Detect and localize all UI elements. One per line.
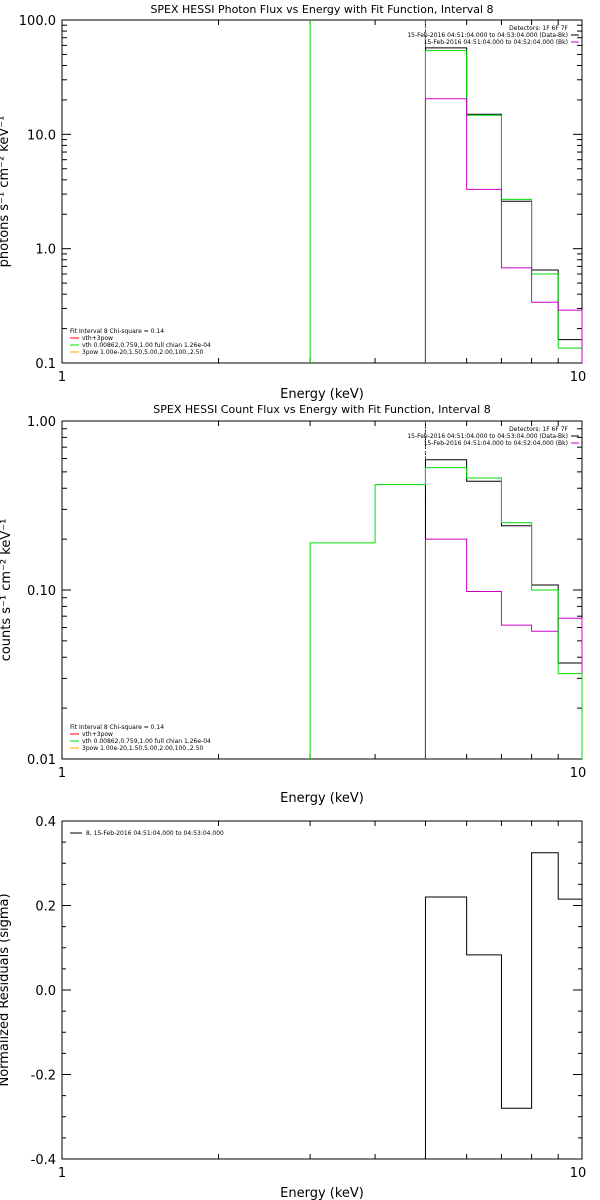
- y-tick-label: 0.4: [35, 815, 56, 830]
- legend-entry: 15-Feb-2016 04:51:04.000 to 04:52:04.000…: [424, 440, 568, 447]
- legend-entry: 3pow 1.00e-20,1.50,5.00,2.00,100.,2.50: [82, 745, 203, 752]
- series-1-line: [424, 47, 583, 363]
- x-tick-label: 1: [58, 370, 66, 385]
- y-tick-label: 0.10: [27, 584, 56, 599]
- y-tick-label: 1.0: [35, 243, 56, 258]
- x-tick-label: 10: [570, 370, 587, 385]
- chart-panel-3: 1 10 Energy (keV) -0.4 -0.2 0.0 0.2 0.4 Normaliz…: [0, 815, 586, 1200]
- y-tick-label: -0.4: [31, 1153, 56, 1168]
- series-2-line: [424, 50, 583, 363]
- legend-entry: 3pow 1.00e-20,1.50,5.00,2.00,100.,2.50: [82, 349, 203, 356]
- x-tick-label: 1: [58, 1166, 66, 1181]
- legend-entry: vth 0.00862,0.759,1.00 full chian 1.26e-…: [82, 738, 211, 745]
- y-axis-label: Normalized Residuals (sigma): [0, 893, 12, 1086]
- legend-entry: vth+3pow: [82, 731, 113, 738]
- y-tick-label: 10.0: [27, 128, 56, 143]
- legend-entry: 8, 15-Feb-2016 04:51:04.000 to 04:53:04.…: [86, 830, 224, 837]
- series-1-line: [424, 459, 583, 759]
- y-tick-label: 1.00: [27, 415, 56, 430]
- chart-title: SPEX HESSI Photon Flux vs Energy with Fi…: [150, 3, 493, 16]
- plot-frame: [61, 19, 583, 364]
- legend-header: Fit Interval 8 Chi-square = 0.14: [70, 724, 164, 731]
- plot-frame: [61, 420, 583, 760]
- x-axis-label: Energy (keV): [280, 1186, 364, 1200]
- legend-header: Fit Interval 8 Chi-square = 0.14: [70, 328, 164, 335]
- y-tick-label: 0.1: [35, 357, 56, 372]
- legend-entry: 15-Feb-2016 04:51:04.000 to 04:53:04.000…: [407, 32, 568, 39]
- x-tick-label: 1: [58, 766, 66, 781]
- legend-entry: 15-Feb-2016 04:51:04.000 to 04:53:04.000…: [407, 433, 568, 440]
- y-tick-label: 100.0: [19, 14, 56, 29]
- legend-entry: Detectors: 1F 6F 7F: [509, 25, 568, 32]
- legend-entry: Detectors: 1F 6F 7F: [509, 426, 568, 433]
- x-tick-label: 10: [570, 766, 587, 781]
- legend-entry: vth+3pow: [82, 335, 113, 342]
- legend-entry: vth 0.00862,0.759,1.00 full chian 1.26e-…: [82, 342, 211, 349]
- series-1-line: [424, 852, 583, 1159]
- legend-entry: 15-Feb-2016 04:51:04.000 to 04:52:04.000…: [424, 39, 568, 46]
- chart-panel-1: SPEX HESSI Photon Flux vs Energy with Fi…: [0, 3, 586, 402]
- y-tick-label: 0.2: [35, 900, 56, 915]
- y-tick-label: -0.2: [31, 1069, 56, 1084]
- series-3-line: [424, 98, 583, 363]
- x-axis-label: Energy (keV): [280, 791, 364, 806]
- y-tick-label: 0.01: [27, 753, 56, 768]
- y-axis-label: photons s⁻¹ cm⁻² keV⁻¹: [0, 116, 12, 268]
- x-axis-label: Energy (keV): [280, 387, 364, 402]
- x-tick-label: 10: [570, 1166, 587, 1181]
- chart-panel-2: SPEX HESSI Count Flux vs Energy with Fit…: [0, 403, 586, 806]
- series-2-line: [424, 538, 583, 759]
- y-axis-label: counts s⁻¹ cm⁻² keV⁻¹: [0, 519, 14, 662]
- series-3-line: [309, 467, 583, 759]
- y-tick-label: 0.0: [35, 984, 56, 999]
- chart-title: SPEX HESSI Count Flux vs Energy with Fit…: [153, 403, 490, 416]
